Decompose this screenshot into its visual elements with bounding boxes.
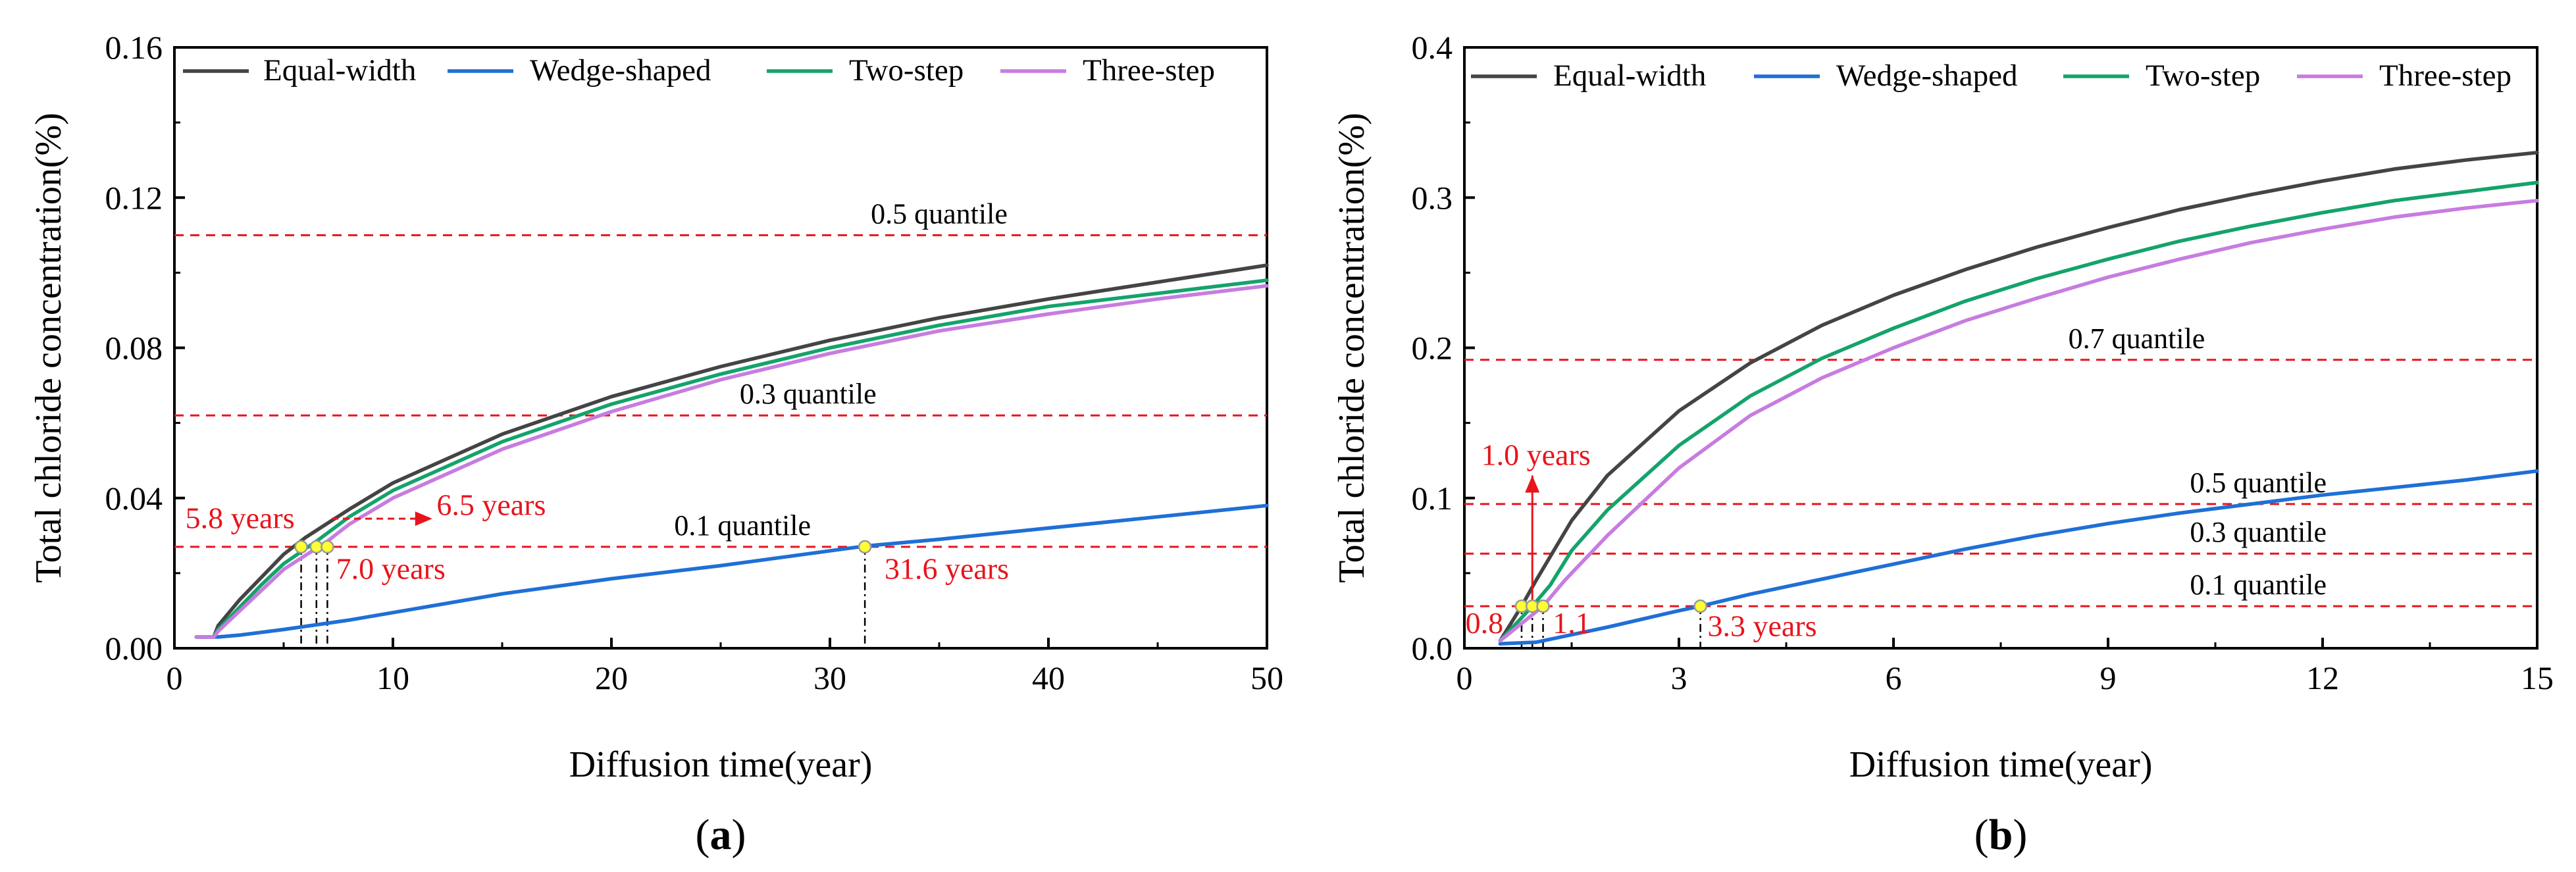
legend-label: Two-step — [2146, 59, 2260, 93]
series-line-three-step — [1498, 199, 2539, 643]
panel-label-open-paren: ( — [1974, 811, 1989, 859]
x-tick-label: 0 — [167, 659, 183, 696]
panel-label-letter: a — [710, 811, 732, 859]
y-tick-label: 0.3 — [1412, 179, 1453, 216]
x-axis-title: Diffusion time(year) — [1849, 744, 2153, 785]
threshold-marker — [1536, 599, 1550, 613]
threshold-marker — [294, 540, 308, 554]
annotation-label: 0.8 — [1466, 606, 1504, 640]
threshold-marker — [321, 540, 334, 554]
panel-label-close-paren: ) — [732, 811, 746, 859]
x-tick-label: 10 — [376, 659, 409, 696]
annotation-label: 1.1 — [1553, 606, 1591, 640]
annotation-label: 3.3 years — [1707, 609, 1816, 643]
y-tick-label: 0.2 — [1412, 330, 1453, 367]
y-tick-label: 0.16 — [105, 29, 163, 66]
series-line-equal-width — [1498, 151, 2539, 643]
quantile-label: 0.1 quantile — [674, 509, 811, 542]
legend-label: Wedge-shaped — [530, 53, 711, 88]
legend-label: Equal-width — [1553, 59, 1706, 93]
panel-label-close-paren: ) — [2013, 811, 2027, 859]
legend-label: Wedge-shaped — [1836, 59, 2017, 93]
y-tick-label: 0.00 — [105, 630, 163, 667]
threshold-marker — [1693, 599, 1707, 613]
panel-label-open-paren: ( — [696, 811, 710, 859]
annotation-arrowhead — [415, 511, 432, 526]
y-tick-label: 0.0 — [1412, 630, 1453, 667]
y-tick-label: 0.12 — [105, 179, 163, 216]
y-tick-label: 0.04 — [105, 480, 163, 517]
series-line-two-step — [1498, 180, 2539, 643]
x-axis-title: Diffusion time(year) — [569, 744, 873, 785]
series-line-two-step — [194, 278, 1269, 639]
legend-label: Three-step — [2379, 59, 2512, 93]
annotation-label: 31.6 years — [885, 551, 1009, 585]
panel-label: (b) — [1974, 811, 2028, 859]
panel-b: 0.7 quantile 0.5 quantile 0.3 quantile 0.1 … — [1331, 29, 2554, 859]
quantile-label: 0.1 quantile — [2190, 569, 2327, 601]
panel-label-letter: b — [1989, 811, 2013, 859]
x-tick-label: 40 — [1032, 659, 1065, 696]
threshold-marker — [858, 540, 872, 554]
legend-label: Two-step — [849, 53, 964, 88]
threshold-marker — [309, 540, 324, 554]
annotation-label: 6.5 years — [436, 488, 546, 521]
series-line-three-step — [194, 284, 1269, 639]
quantile-label: 0.5 quantile — [2190, 467, 2327, 499]
series-line-equal-width — [194, 263, 1269, 639]
x-tick-label: 50 — [1250, 659, 1283, 696]
annotation-label: 1.0 years — [1481, 438, 1591, 472]
x-tick-label: 9 — [2100, 659, 2117, 696]
annotation-arrowhead — [1525, 475, 1540, 493]
y-tick-label: 0.4 — [1412, 29, 1453, 66]
panel-label: (a) — [696, 811, 746, 859]
x-tick-label: 6 — [1886, 659, 1902, 696]
annotation-label: 7.0 years — [336, 551, 446, 585]
y-axis-title: Total chloride concentration(%) — [1331, 113, 1372, 582]
x-tick-label: 15 — [2521, 659, 2554, 696]
annotation-label: 5.8 years — [186, 501, 295, 534]
y-tick-label: 0.1 — [1412, 480, 1453, 517]
quantile-label: 0.5 quantile — [871, 197, 1008, 230]
x-tick-label: 3 — [1671, 659, 1687, 696]
x-tick-label: 0 — [1456, 659, 1473, 696]
y-tick-label: 0.08 — [105, 330, 163, 367]
legend-label: Equal-width — [263, 53, 416, 88]
x-tick-label: 12 — [2306, 659, 2339, 696]
series-line-wedge-shaped — [194, 503, 1269, 639]
quantile-label: 0.3 quantile — [740, 378, 877, 410]
series-line-wedge-shaped — [1498, 469, 2539, 646]
quantile-label: 0.3 quantile — [2190, 516, 2327, 548]
panel-a: 0.5 quantile 0.3 quantile 0.1 quantile 5.8 … — [28, 29, 1283, 859]
quantile-label: 0.7 quantile — [2069, 322, 2205, 355]
legend-label: Three-step — [1083, 53, 1215, 88]
x-tick-label: 20 — [595, 659, 628, 696]
x-tick-label: 30 — [813, 659, 846, 696]
y-axis-title: Total chloride concentration(%) — [28, 113, 69, 582]
